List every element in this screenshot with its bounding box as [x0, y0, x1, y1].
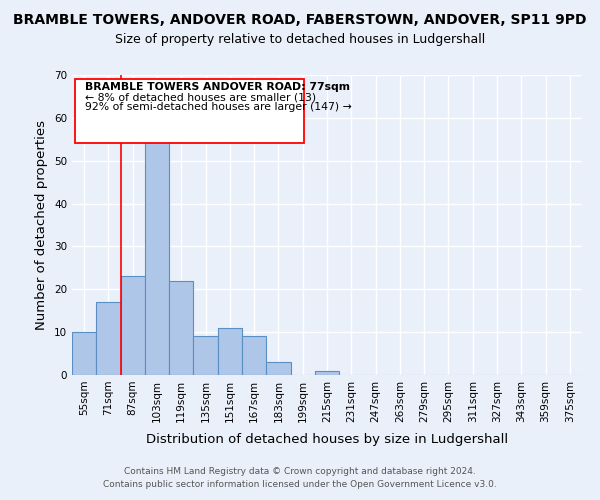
- Bar: [145, 135, 169, 375]
- X-axis label: Distribution of detached houses by size in Ludgershall: Distribution of detached houses by size …: [146, 433, 508, 446]
- Text: ← 8% of detached houses are smaller (13): ← 8% of detached houses are smaller (13): [85, 92, 316, 102]
- FancyBboxPatch shape: [74, 80, 304, 142]
- Y-axis label: Number of detached properties: Number of detached properties: [35, 120, 49, 330]
- Bar: [121, 276, 145, 375]
- Text: BRAMBLE TOWERS, ANDOVER ROAD, FABERSTOWN, ANDOVER, SP11 9PD: BRAMBLE TOWERS, ANDOVER ROAD, FABERSTOWN…: [13, 12, 587, 26]
- Text: Contains public sector information licensed under the Open Government Licence v3: Contains public sector information licen…: [103, 480, 497, 489]
- Text: BRAMBLE TOWERS ANDOVER ROAD: 77sqm: BRAMBLE TOWERS ANDOVER ROAD: 77sqm: [85, 82, 350, 92]
- Bar: [169, 280, 193, 375]
- Bar: [266, 362, 290, 375]
- Bar: [193, 336, 218, 375]
- Text: Contains HM Land Registry data © Crown copyright and database right 2024.: Contains HM Land Registry data © Crown c…: [124, 467, 476, 476]
- Bar: [242, 336, 266, 375]
- Bar: [218, 328, 242, 375]
- Bar: [96, 302, 121, 375]
- Text: Size of property relative to detached houses in Ludgershall: Size of property relative to detached ho…: [115, 32, 485, 46]
- Text: 92% of semi-detached houses are larger (147) →: 92% of semi-detached houses are larger (…: [85, 102, 352, 112]
- Bar: [72, 332, 96, 375]
- Bar: [315, 370, 339, 375]
